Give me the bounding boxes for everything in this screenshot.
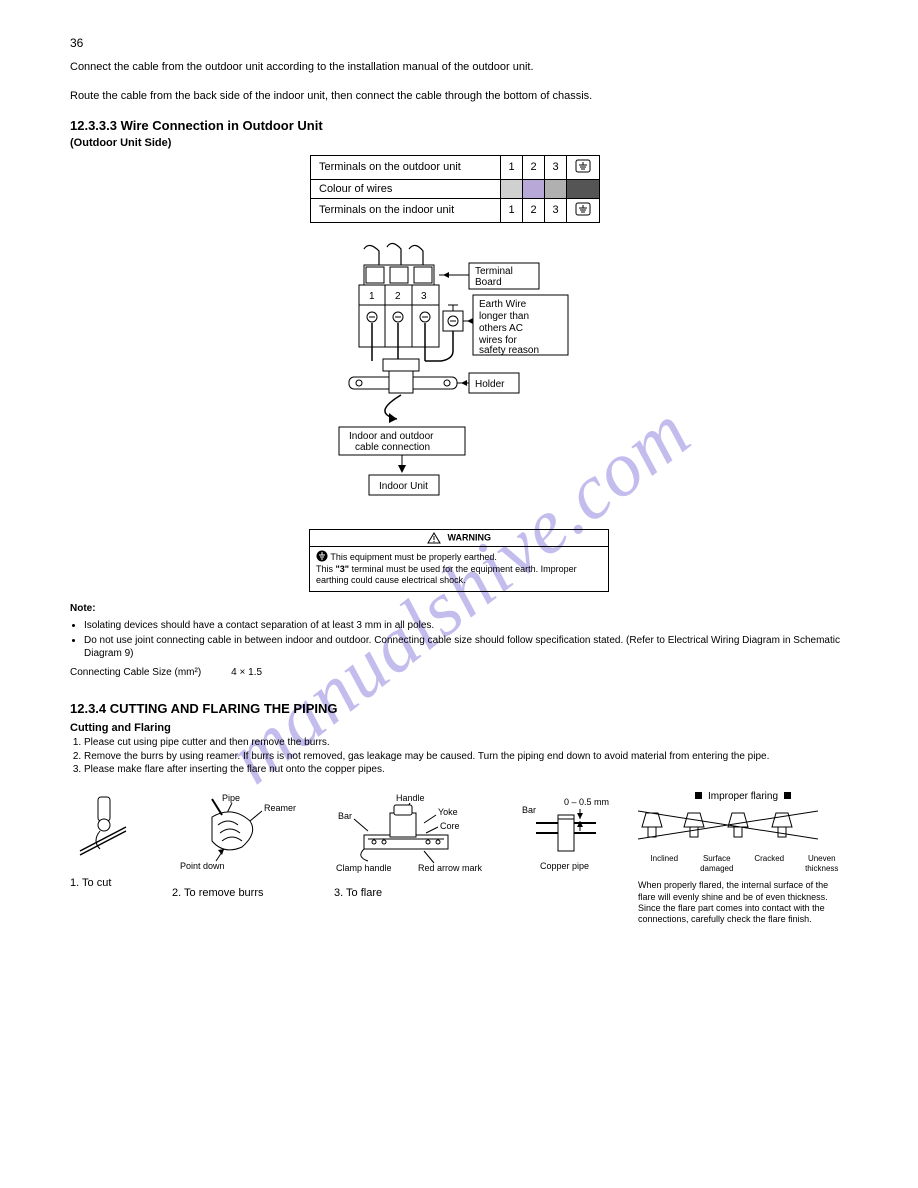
- terminal-num: 3: [421, 291, 427, 302]
- cell-num: 1: [501, 155, 523, 179]
- list-item: Isolating devices should have a contact …: [84, 619, 848, 632]
- cell-label: Colour of wires: [311, 179, 501, 198]
- warning-line2a: This: [316, 564, 336, 574]
- damage-label: Inclined: [638, 854, 691, 874]
- label-indoor-unit: Indoor Unit: [379, 481, 428, 492]
- page-number: 36: [70, 36, 83, 50]
- colour-swatch: [567, 179, 600, 198]
- warning-body: This equipment must be properly earthed.…: [310, 547, 608, 591]
- side-label: (Outdoor Unit Side): [70, 137, 848, 149]
- note-lead: Note:: [70, 603, 96, 614]
- figure-caption: 3. To flare: [334, 887, 494, 899]
- cf-steps: Please cut using pipe cutter and then re…: [70, 736, 848, 777]
- label-reamer: Reamer: [264, 803, 296, 813]
- label-pipe: Pipe: [222, 793, 240, 803]
- damage-label: Surface damaged: [691, 854, 744, 874]
- warning-title: WARNING: [310, 530, 608, 547]
- label-holder: Holder: [475, 379, 505, 390]
- terminals-table: Terminals on the outdoor unit 1 2 3 Colo…: [310, 155, 600, 223]
- warning-title-text: WARNING: [448, 532, 492, 542]
- colour-swatch: [501, 179, 523, 198]
- cell-num: 3: [545, 198, 567, 222]
- label-terminal-board: Terminal: [475, 266, 513, 277]
- warning-line2c: terminal must be used for the equipment …: [316, 564, 577, 585]
- damage-label: Cracked: [743, 854, 796, 874]
- label-terminal-board: Board: [475, 277, 502, 288]
- square-icon: [695, 792, 702, 799]
- damage-labels: Inclined Surface damaged Cracked Uneven …: [638, 854, 848, 874]
- intro-line-2: Route the cable from the back side of th…: [70, 89, 848, 104]
- flaring-note-text: When properly flared, the internal surfa…: [638, 880, 848, 925]
- cutting-flaring-heading: 12.3.4 CUTTING AND FLARING THE PIPING: [70, 701, 848, 716]
- label-gap: 0 – 0.5 mm: [564, 797, 609, 807]
- label-yoke: Yoke: [438, 807, 458, 817]
- label-earth-note: longer than: [479, 311, 529, 322]
- label-earth-note: safety reason: [479, 345, 539, 356]
- warning-box: WARNING This equipment must be properly …: [309, 529, 609, 592]
- note-block: Note: Isolating devices should have a co…: [70, 602, 848, 679]
- damage-label: Uneven thickness: [796, 854, 849, 874]
- colour-swatch: [545, 179, 567, 198]
- square-icon: [784, 792, 791, 799]
- label-cable-conn: cable connection: [355, 442, 430, 453]
- label-handle: Handle: [396, 793, 425, 803]
- label-earth-note: others AC: [479, 323, 523, 334]
- label-point-down: Point down: [180, 861, 225, 871]
- label-core: Core: [440, 821, 460, 831]
- warning-icon: [427, 532, 441, 544]
- table-row: Colour of wires: [311, 179, 600, 198]
- table-row: Terminals on the indoor unit 1 2 3: [311, 198, 600, 222]
- cable-size-value: 4 × 1.5: [231, 666, 262, 679]
- earth-icon: [316, 550, 328, 565]
- warning-line2b: "3": [336, 564, 350, 574]
- cutting-flaring-sub: Cutting and Flaring: [70, 722, 848, 734]
- improper-flaring-icons: [638, 807, 818, 849]
- label-bar: Bar: [338, 811, 352, 821]
- colour-swatch: [523, 179, 545, 198]
- cell-num: 1: [501, 198, 523, 222]
- figure-caption: 1. To cut: [70, 877, 150, 889]
- figure-caption: 2. To remove burrs: [172, 887, 312, 899]
- cell-label: Terminals on the outdoor unit: [311, 155, 501, 179]
- label-earth-note: Earth Wire: [479, 299, 527, 310]
- table-row: Terminals on the outdoor unit 1 2 3: [311, 155, 600, 179]
- figure-flare: Handle Bar Yoke Core Clamp handle: [334, 791, 494, 899]
- label-bar: Bar: [522, 805, 536, 815]
- list-item: Remove the burrs by using reamer. If bur…: [84, 750, 848, 764]
- earth-icon: [567, 155, 600, 179]
- label-clamp-handle: Clamp handle: [336, 863, 392, 873]
- cell-num: 2: [523, 155, 545, 179]
- improper-flaring-title: Improper flaring: [638, 791, 848, 804]
- cell-num: 2: [523, 198, 545, 222]
- terminal-num: 2: [395, 291, 401, 302]
- wiring-diagram: 1 2 3: [309, 241, 609, 521]
- cell-label: Terminals on the indoor unit: [311, 198, 501, 222]
- label-copper-pipe: Copper pipe: [540, 861, 589, 871]
- section-heading: 12.3.3.3 Wire Connection in Outdoor Unit: [70, 118, 848, 133]
- label-red-arrow: Red arrow mark: [418, 863, 483, 873]
- figure-burrs: Pipe Reamer Point down 2. To remove burr…: [172, 791, 312, 899]
- list-item: Do not use joint connecting cable in bet…: [84, 634, 848, 660]
- improper-flaring-block: Improper flaring Inclined Surface damage…: [638, 791, 848, 926]
- warning-line1: This equipment must be properly earthed.: [330, 551, 497, 561]
- figure-cut: 1. To cut: [70, 791, 150, 889]
- list-item: Please make flare after inserting the fl…: [84, 763, 848, 777]
- note-list: Isolating devices should have a contact …: [70, 619, 848, 660]
- improper-flaring-text: Improper flaring: [708, 791, 778, 802]
- terminal-num: 1: [369, 291, 375, 302]
- cell-num: 3: [545, 155, 567, 179]
- page: 36 Connect the cable from the outdoor un…: [0, 0, 918, 965]
- label-cable-conn: Indoor and outdoor: [349, 431, 434, 442]
- figure-strip: 1. To cut Pipe Reamer Point down 2. To r…: [70, 791, 848, 926]
- earth-icon: [567, 198, 600, 222]
- cable-size-label: Connecting Cable Size (mm²): [70, 666, 201, 679]
- figure-copper-pipe: Bar 0 – 0.5 mm Copper pipe: [516, 791, 616, 881]
- intro-line-1: Connect the cable from the outdoor unit …: [70, 60, 848, 75]
- list-item: Please cut using pipe cutter and then re…: [84, 736, 848, 750]
